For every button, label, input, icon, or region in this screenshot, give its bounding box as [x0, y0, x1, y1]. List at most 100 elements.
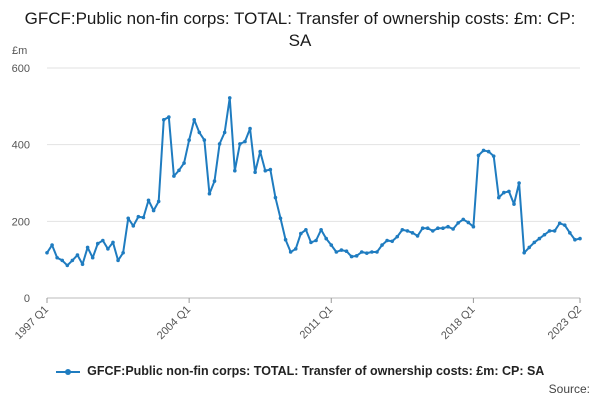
legend-line-marker-icon [55, 367, 80, 377]
data-point [60, 258, 65, 263]
data-point [50, 243, 54, 247]
data-point [400, 227, 405, 232]
data-point [537, 236, 542, 241]
data-point [395, 234, 400, 239]
data-point [547, 229, 552, 233]
data-point [385, 238, 389, 243]
data-point [121, 250, 125, 255]
data-point [248, 126, 252, 131]
data-point [80, 262, 85, 267]
data-point [136, 214, 141, 219]
legend: GFCF:Public non-fin corps: TOTAL: Transf… [0, 364, 600, 378]
data-point [451, 227, 455, 231]
data-point [324, 236, 328, 241]
data-point [304, 227, 308, 232]
data-point [156, 199, 161, 204]
data-point [466, 220, 471, 225]
data-point [380, 243, 384, 247]
data-point [207, 191, 212, 196]
data-point [410, 231, 415, 235]
data-point [512, 202, 516, 206]
data-point [126, 216, 131, 221]
data-point [486, 149, 491, 154]
data-point [557, 221, 562, 226]
y-tick-label: 0 [24, 293, 30, 305]
data-point [243, 139, 247, 144]
data-point [542, 232, 547, 237]
y-tick-label: 200 [12, 216, 30, 228]
data-point [441, 226, 445, 231]
data-point [314, 238, 318, 243]
data-point [106, 247, 110, 251]
source-label: Source: [548, 382, 590, 396]
data-point [405, 229, 410, 233]
data-point [359, 250, 364, 254]
y-tick-label: 600 [12, 63, 30, 75]
y-tick-label: 400 [12, 140, 30, 152]
data-point [344, 249, 349, 254]
data-point [217, 142, 222, 146]
data-point [253, 170, 257, 175]
data-point [446, 224, 450, 229]
data-point [365, 251, 369, 255]
x-tick-label: 1997 Q1 [13, 304, 51, 342]
x-tick-label: 2004 Q1 [155, 304, 193, 342]
data-point [85, 245, 90, 250]
data-point [167, 115, 171, 119]
data-point [177, 168, 181, 173]
data-point [552, 229, 557, 233]
chart-title: GFCF:Public non-fin corps: TOTAL: Transf… [24, 9, 576, 50]
data-point [375, 250, 379, 254]
data-point [415, 234, 420, 238]
data-point [507, 189, 511, 194]
data-point [45, 250, 49, 255]
data-point [354, 254, 359, 258]
x-tick-label: 2018 Q1 [439, 304, 477, 342]
data-point [491, 154, 496, 158]
data-point [562, 223, 567, 227]
data-point [299, 231, 303, 236]
data-point [202, 138, 207, 142]
data-point [151, 208, 156, 213]
data-point [212, 179, 217, 183]
data-point [430, 229, 435, 233]
x-tick-label: 2011 Q1 [298, 304, 336, 342]
series-group [45, 96, 582, 268]
data-point [90, 255, 95, 260]
data-point [161, 117, 166, 122]
data-point [420, 226, 425, 231]
data-point [65, 263, 70, 268]
data-point [222, 130, 227, 135]
data-point [192, 117, 197, 122]
data-point [146, 198, 151, 203]
y-axis-ticks: 0 200 400 600 [12, 63, 30, 305]
data-point [263, 168, 268, 173]
x-tick-label: 2023 Q2 [546, 304, 584, 342]
data-point [476, 153, 481, 158]
data-point [339, 248, 344, 252]
gridlines [47, 67, 580, 299]
data-point [182, 161, 186, 165]
data-point [95, 241, 100, 246]
data-point [268, 167, 273, 172]
data-point [481, 148, 486, 153]
data-point [461, 217, 466, 222]
data-point [309, 240, 313, 245]
data-point [197, 130, 202, 135]
data-point [334, 250, 339, 254]
data-point [436, 226, 440, 231]
data-point [238, 142, 242, 146]
data-point [101, 238, 105, 243]
data-point [293, 247, 298, 251]
data-point [55, 255, 59, 260]
data-point [233, 168, 237, 173]
data-point [370, 250, 374, 254]
data-point [517, 181, 521, 185]
data-point [258, 149, 263, 154]
data-point [502, 190, 506, 195]
data-point [471, 224, 476, 229]
data-point [329, 243, 334, 247]
data-point [288, 250, 293, 254]
data-point [522, 250, 526, 255]
data-point [425, 226, 430, 231]
